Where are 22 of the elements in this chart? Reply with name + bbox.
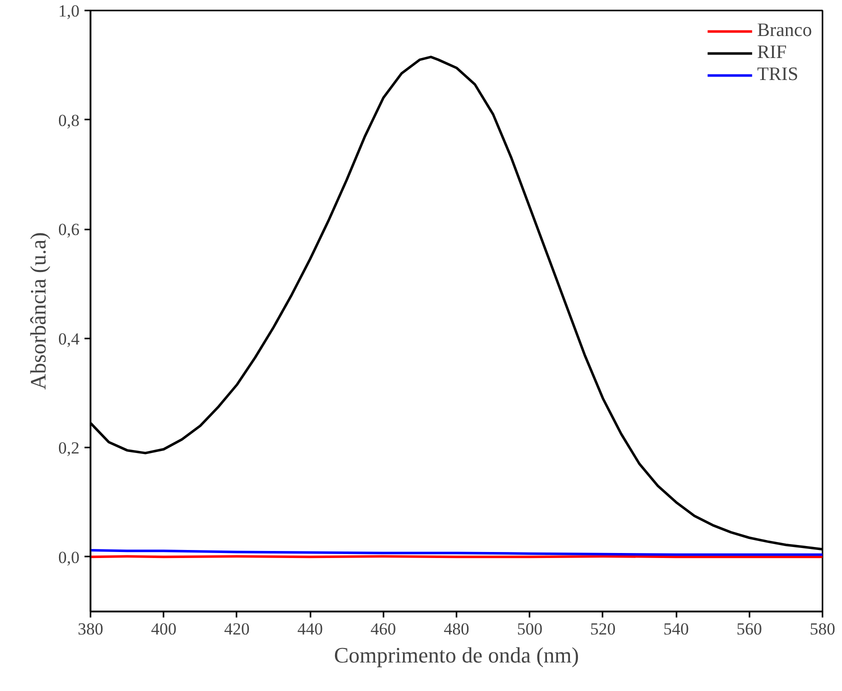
- x-tick-label: 440: [297, 620, 323, 638]
- x-tick-label: 480: [444, 620, 470, 638]
- x-tick-label: 400: [150, 620, 176, 638]
- y-tick-label: 0,4: [58, 329, 80, 348]
- x-tick-label: 520: [590, 620, 616, 638]
- y-axis-title: Absorbância (u.a): [25, 232, 50, 390]
- x-tick-label: 460: [370, 620, 396, 638]
- x-tick-label: 420: [224, 620, 250, 638]
- legend-label: TRIS: [757, 64, 798, 86]
- y-tick-label: 1,0: [58, 2, 80, 20]
- x-tick-label: 500: [516, 620, 542, 638]
- y-tick-label: 0,8: [58, 110, 80, 130]
- legend-label: RIF: [757, 42, 787, 64]
- x-axis-title: Comprimento de onda (nm): [334, 642, 580, 668]
- x-tick-label: 560: [736, 620, 762, 638]
- y-tick-label: 0,6: [58, 220, 80, 240]
- x-tick-label: 380: [78, 620, 104, 638]
- legend-label: Branco: [757, 20, 812, 42]
- x-tick-label: 540: [663, 620, 689, 638]
- y-tick-label: 0,0: [58, 548, 80, 567]
- x-tick-label: 580: [810, 620, 836, 638]
- y-tick-label: 0,2: [58, 438, 80, 458]
